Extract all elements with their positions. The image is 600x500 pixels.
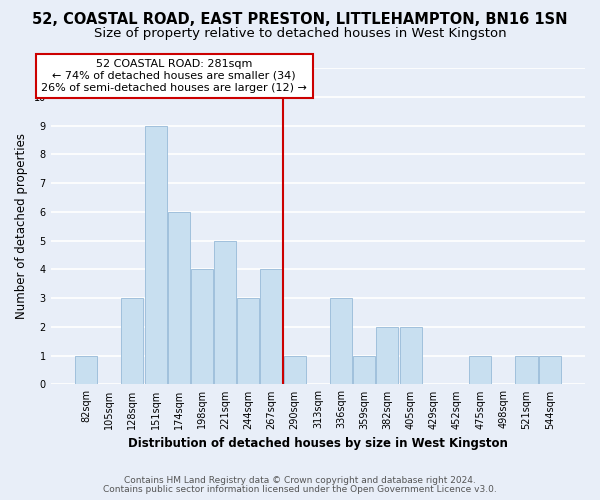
Bar (191, 270, 213, 384)
Bar (330, 298, 352, 384)
Bar (539, 356, 561, 384)
Bar (214, 240, 236, 384)
Text: 52 COASTAL ROAD: 281sqm
← 74% of detached houses are smaller (34)
26% of semi-de: 52 COASTAL ROAD: 281sqm ← 74% of detache… (41, 60, 307, 92)
Text: Contains public sector information licensed under the Open Government Licence v3: Contains public sector information licen… (103, 484, 497, 494)
Bar (260, 270, 283, 384)
Y-axis label: Number of detached properties: Number of detached properties (15, 133, 28, 319)
X-axis label: Distribution of detached houses by size in West Kingston: Distribution of detached houses by size … (128, 437, 508, 450)
Bar (168, 212, 190, 384)
Bar (75, 356, 97, 384)
Bar (400, 327, 422, 384)
Bar (121, 298, 143, 384)
Bar (237, 298, 259, 384)
Text: 52, COASTAL ROAD, EAST PRESTON, LITTLEHAMPTON, BN16 1SN: 52, COASTAL ROAD, EAST PRESTON, LITTLEHA… (32, 12, 568, 28)
Bar (376, 327, 398, 384)
Text: Size of property relative to detached houses in West Kingston: Size of property relative to detached ho… (94, 28, 506, 40)
Text: Contains HM Land Registry data © Crown copyright and database right 2024.: Contains HM Land Registry data © Crown c… (124, 476, 476, 485)
Bar (284, 356, 305, 384)
Bar (353, 356, 375, 384)
Bar (515, 356, 538, 384)
Bar (469, 356, 491, 384)
Bar (145, 126, 167, 384)
